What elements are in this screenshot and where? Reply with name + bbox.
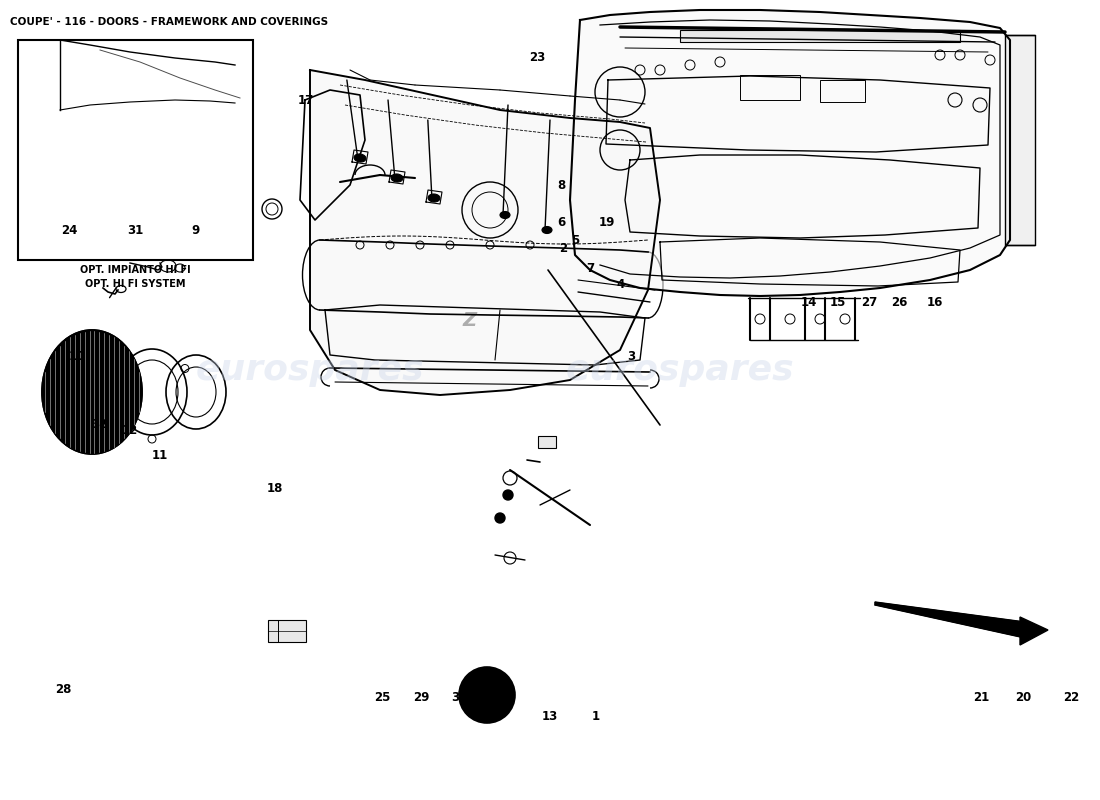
Text: 9: 9 — [191, 224, 200, 237]
Text: 24: 24 — [62, 224, 77, 237]
Bar — [740, 75, 800, 100]
Bar — [268, 620, 306, 642]
Text: 6: 6 — [557, 216, 565, 229]
Text: 17: 17 — [298, 94, 314, 106]
Text: 2: 2 — [559, 242, 568, 254]
Ellipse shape — [542, 226, 552, 234]
Text: 30: 30 — [452, 691, 468, 704]
Ellipse shape — [390, 174, 403, 182]
Bar — [680, 30, 960, 42]
Text: 18: 18 — [267, 482, 283, 494]
Text: 12: 12 — [122, 424, 138, 437]
Text: 23: 23 — [529, 51, 544, 64]
Text: 28: 28 — [56, 683, 72, 696]
Text: 25: 25 — [375, 691, 390, 704]
Bar — [1005, 35, 1035, 245]
Polygon shape — [874, 602, 1025, 638]
Text: 8: 8 — [557, 179, 565, 192]
Text: eurospares: eurospares — [565, 353, 794, 387]
Text: 4: 4 — [616, 278, 625, 290]
Text: 14: 14 — [801, 296, 816, 309]
Polygon shape — [570, 10, 1010, 296]
Text: 11: 11 — [152, 450, 167, 462]
Text: 19: 19 — [600, 216, 615, 229]
Polygon shape — [310, 70, 660, 395]
Circle shape — [459, 667, 515, 723]
Bar — [820, 80, 865, 102]
Text: 26: 26 — [892, 296, 907, 309]
Ellipse shape — [428, 194, 440, 202]
Text: 5: 5 — [571, 234, 580, 246]
Ellipse shape — [354, 154, 366, 162]
Text: eurospares: eurospares — [196, 353, 425, 387]
Polygon shape — [1020, 617, 1048, 645]
Text: 1: 1 — [592, 710, 600, 722]
Text: 31: 31 — [128, 224, 143, 237]
Text: 15: 15 — [830, 296, 846, 309]
Text: 22: 22 — [1064, 691, 1079, 704]
Bar — [18, 40, 253, 260]
Text: 29: 29 — [414, 691, 429, 704]
Text: 27: 27 — [861, 296, 877, 309]
Text: 21: 21 — [974, 691, 989, 704]
Text: 10: 10 — [69, 350, 85, 362]
Ellipse shape — [500, 211, 510, 218]
Text: OPT. IMPIANTO HI FI
OPT. HI FI SYSTEM: OPT. IMPIANTO HI FI OPT. HI FI SYSTEM — [80, 265, 190, 289]
Text: 16: 16 — [927, 296, 943, 309]
Text: 3: 3 — [627, 350, 635, 362]
Ellipse shape — [42, 330, 142, 454]
Circle shape — [495, 513, 505, 523]
Text: 7: 7 — [586, 262, 595, 274]
Circle shape — [131, 380, 139, 388]
Text: 13: 13 — [542, 710, 558, 722]
Text: 32: 32 — [91, 418, 107, 430]
Text: COUPE' - 116 - DOORS - FRAMEWORK AND COVERINGS: COUPE' - 116 - DOORS - FRAMEWORK AND COV… — [10, 17, 328, 27]
Text: 20: 20 — [1015, 691, 1031, 704]
Circle shape — [503, 490, 513, 500]
Bar — [538, 436, 556, 448]
Circle shape — [131, 396, 139, 404]
Text: Z: Z — [463, 310, 477, 330]
